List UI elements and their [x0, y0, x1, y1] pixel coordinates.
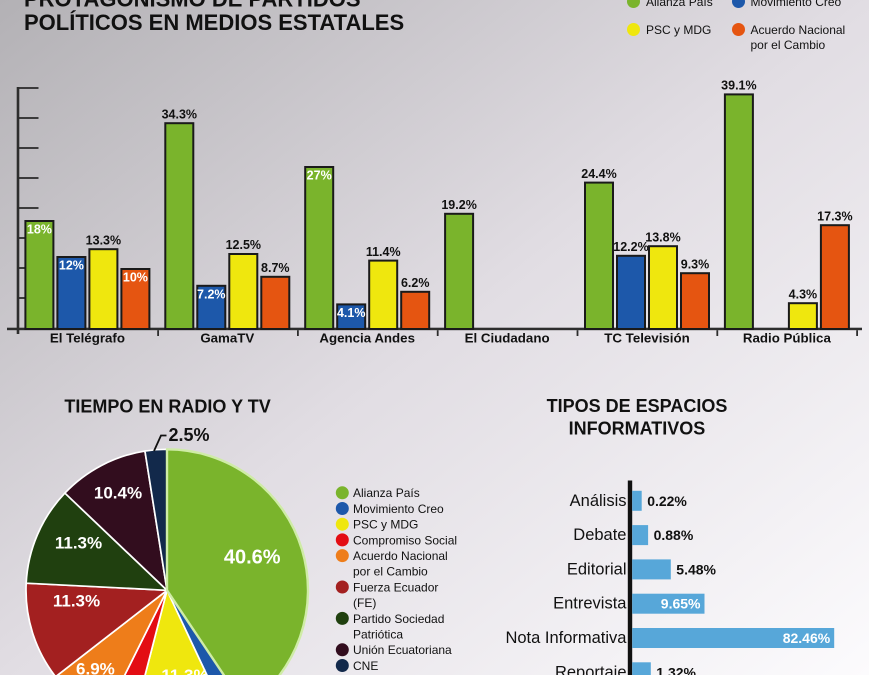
- svg-text:0.22%: 0.22%: [647, 493, 687, 509]
- svg-text:Editorial: Editorial: [567, 560, 627, 578]
- svg-text:40.6%: 40.6%: [224, 546, 281, 568]
- svg-text:El Ciudadano: El Ciudadano: [465, 331, 550, 346]
- svg-text:Acuerdo Nacional: Acuerdo Nacional: [751, 23, 846, 37]
- svg-text:TIEMPO EN RADIO Y TV: TIEMPO EN RADIO Y TV: [64, 397, 270, 417]
- svg-text:Reportaje: Reportaje: [555, 663, 627, 675]
- svg-text:39.1%: 39.1%: [721, 79, 756, 93]
- svg-text:9.65%: 9.65%: [661, 596, 701, 612]
- svg-text:10%: 10%: [123, 271, 148, 285]
- svg-text:Alianza País: Alianza País: [646, 0, 713, 9]
- svg-text:24.4%: 24.4%: [581, 167, 616, 181]
- svg-text:PROTAGONISMO DE PARTIDOS: PROTAGONISMO DE PARTIDOS: [24, 0, 361, 12]
- svg-text:Acuerdo Nacional: Acuerdo Nacional: [353, 549, 448, 563]
- svg-text:Análisis: Análisis: [570, 492, 627, 510]
- svg-text:GamaTV: GamaTV: [200, 331, 254, 346]
- svg-text:Partido Sociedad: Partido Sociedad: [353, 612, 444, 626]
- svg-text:12.2%: 12.2%: [613, 240, 648, 254]
- svg-text:4.3%: 4.3%: [789, 287, 818, 301]
- svg-text:12.5%: 12.5%: [226, 238, 261, 252]
- svg-text:Compromiso Social: Compromiso Social: [353, 533, 457, 547]
- svg-text:Movimiento Creo: Movimiento Creo: [353, 502, 444, 516]
- svg-text:2.5%: 2.5%: [169, 425, 210, 445]
- svg-text:Fuerza Ecuador: Fuerza Ecuador: [353, 580, 438, 594]
- svg-text:6.2%: 6.2%: [401, 276, 430, 290]
- svg-text:0.88%: 0.88%: [654, 527, 694, 543]
- svg-text:por el Cambio: por el Cambio: [751, 38, 826, 52]
- svg-text:9.3%: 9.3%: [681, 257, 710, 271]
- svg-text:1.32%: 1.32%: [656, 664, 696, 675]
- svg-text:TC Televisión: TC Televisión: [604, 331, 689, 346]
- svg-text:10.4%: 10.4%: [94, 484, 142, 503]
- svg-text:Alianza País: Alianza País: [353, 486, 420, 500]
- svg-text:por el Cambio: por el Cambio: [353, 565, 428, 579]
- svg-text:17.3%: 17.3%: [817, 209, 852, 223]
- svg-text:13.8%: 13.8%: [645, 230, 680, 244]
- svg-text:11.4%: 11.4%: [366, 245, 401, 259]
- svg-text:Unión Ecuatoriana: Unión Ecuatoriana: [353, 643, 452, 657]
- svg-text:27%: 27%: [307, 169, 332, 183]
- svg-text:5.48%: 5.48%: [676, 561, 716, 577]
- svg-text:Debate: Debate: [573, 526, 626, 544]
- svg-text:19.2%: 19.2%: [441, 198, 476, 212]
- svg-text:4.1%: 4.1%: [337, 306, 366, 320]
- svg-text:PSC y MDG: PSC y MDG: [646, 23, 711, 37]
- svg-text:34.3%: 34.3%: [162, 107, 197, 121]
- svg-text:(FE): (FE): [353, 596, 376, 610]
- svg-text:POLÍTICOS EN MEDIOS ESTATALES: POLÍTICOS EN MEDIOS ESTATALES: [24, 10, 404, 35]
- svg-text:11.3%: 11.3%: [55, 534, 102, 553]
- svg-text:Entrevista: Entrevista: [553, 595, 627, 613]
- svg-text:11.3%: 11.3%: [53, 592, 100, 611]
- svg-text:12%: 12%: [59, 259, 84, 273]
- svg-text:Patriótica: Patriótica: [353, 628, 403, 642]
- svg-text:TIPOS DE ESPACIOS: TIPOS DE ESPACIOS: [547, 396, 728, 416]
- svg-text:PSC y MDG: PSC y MDG: [353, 518, 418, 532]
- svg-text:Radio Pública: Radio Pública: [743, 331, 832, 346]
- svg-text:Agencia Andes: Agencia Andes: [319, 331, 415, 346]
- svg-text:CNE: CNE: [353, 659, 378, 673]
- svg-text:18%: 18%: [27, 223, 52, 237]
- svg-text:13.3%: 13.3%: [86, 233, 121, 247]
- svg-text:Nota Informativa: Nota Informativa: [505, 629, 627, 647]
- svg-text:8.7%: 8.7%: [261, 261, 290, 275]
- svg-text:11.3%: 11.3%: [161, 666, 208, 675]
- svg-text:82.46%: 82.46%: [783, 630, 831, 646]
- svg-text:Movimiento Creo: Movimiento Creo: [751, 0, 842, 9]
- svg-text:El Telégrafo: El Telégrafo: [50, 331, 125, 346]
- svg-text:INFORMATIVOS: INFORMATIVOS: [569, 419, 706, 439]
- svg-text:6.9%: 6.9%: [76, 660, 115, 675]
- svg-text:7.2%: 7.2%: [197, 287, 226, 301]
